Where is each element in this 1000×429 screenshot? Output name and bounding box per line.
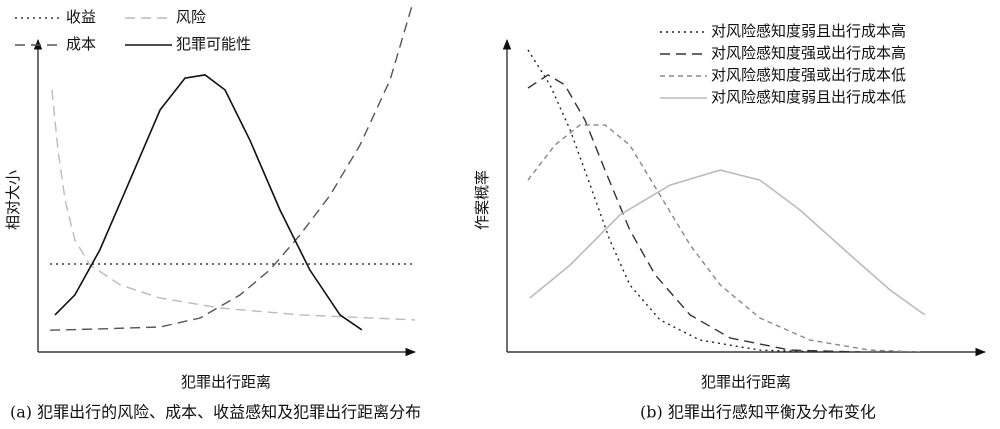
y-axis-label: 作案概率 bbox=[473, 170, 491, 230]
legend-label: 对风险感知度强或出行成本高 bbox=[711, 44, 906, 62]
plot-area bbox=[527, 49, 926, 352]
legend-label: 风险 bbox=[176, 8, 206, 26]
legend-label: 对风险感知度弱且出行成本低 bbox=[711, 88, 906, 106]
legend-label: 收益 bbox=[66, 8, 96, 26]
series-line bbox=[529, 169, 926, 316]
series-line bbox=[51, 89, 416, 321]
caption: (a) 犯罪出行的风险、成本、收益感知及犯罪出行距离分布 bbox=[10, 403, 421, 422]
series-line bbox=[54, 74, 363, 331]
series-line bbox=[527, 74, 860, 352]
plot-area bbox=[50, 5, 416, 331]
legend-label: 对风险感知度弱且出行成本高 bbox=[711, 22, 906, 40]
series-line bbox=[527, 49, 821, 352]
legend-label: 成本 bbox=[66, 35, 96, 53]
y-axis-label: 相对大小 bbox=[4, 170, 22, 230]
series-line bbox=[50, 5, 413, 331]
x-axis-label: 犯罪出行距离 bbox=[181, 373, 271, 391]
x-axis-label: 犯罪出行距离 bbox=[701, 373, 791, 391]
legend-label: 对风险感知度强或出行成本低 bbox=[711, 66, 906, 84]
legend-label: 犯罪可能性 bbox=[176, 35, 251, 53]
caption: (b) 犯罪出行感知平衡及分布变化 bbox=[640, 403, 876, 422]
series-line bbox=[527, 124, 921, 352]
